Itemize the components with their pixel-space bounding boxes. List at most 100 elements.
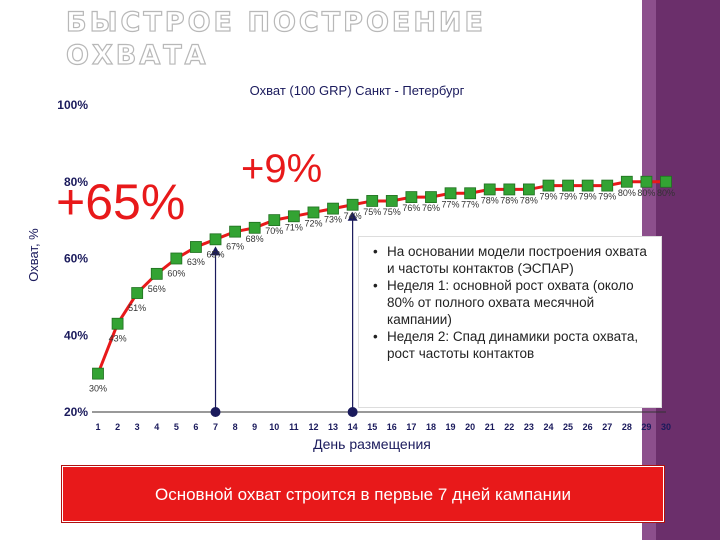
data-label: 75% [383,207,401,217]
x-tick-label: 4 [154,422,159,432]
data-point [444,187,457,200]
data-point [346,198,359,211]
highlight-day-markers [210,211,358,417]
y-tick-label: 60% [64,252,88,266]
x-tick-label: 20 [465,422,475,432]
x-axis-label: День размещения [313,436,431,452]
x-tick-label: 28 [622,422,632,432]
data-point [287,210,300,223]
x-tick-label: 17 [406,422,416,432]
highlight-day-dot [347,407,358,417]
annotation-plus-65: +65% [56,174,185,230]
data-point [92,367,104,380]
data-point [190,241,202,253]
x-tick-label: 8 [233,422,238,432]
data-label: 67% [226,242,244,252]
x-tick-label: 10 [269,422,279,432]
y-tick-label: 20% [64,405,88,419]
summary-banner: Основной охват строится в первые 7 дней … [62,466,664,522]
data-point [425,191,437,204]
data-point [522,183,535,196]
x-tick-label: 16 [387,422,397,432]
x-tick-label: 18 [426,422,436,432]
data-point [464,187,477,200]
data-point [170,252,183,265]
data-label: 73% [324,215,342,225]
data-label: 77% [461,199,479,209]
data-label: 78% [500,195,518,205]
data-label: 43% [109,334,127,344]
data-label: 79% [539,192,557,202]
x-tick-label: 7 [213,422,218,432]
data-point [229,225,242,238]
x-tick-label: 27 [602,422,612,432]
x-tick-label: 11 [289,422,299,432]
data-label: 80% [637,188,655,198]
data-label: 68% [246,234,264,244]
highlight-arrow-head [347,211,358,221]
data-point [660,175,672,188]
chart-ticks: 20%40%60%80%100%1 2 3 4 5 6 7 8 9 10 11 12 13 14 15 16 1… [57,98,671,432]
y-tick-label: 100% [57,98,88,112]
annotation-plus-9: +9% [241,147,322,191]
x-tick-label: 29 [641,422,651,432]
data-label: 79% [598,192,616,202]
data-label: 74% [344,211,362,221]
data-point [385,195,398,207]
data-label: 63% [187,257,205,267]
x-tick-label: 21 [485,422,495,432]
data-point [581,179,594,192]
chart-title: Охват (100 GRP) Санкт - Петербург [250,83,465,98]
data-point [620,175,633,188]
data-point [307,206,320,219]
slide-title: БЫСТРОЕ ПОСТРОЕНИЕ ОХВАТА [65,6,486,71]
data-point [483,183,496,196]
x-tick-label: 2 [115,422,120,432]
data-label: 56% [148,284,166,294]
data-label: 79% [559,192,577,202]
data-labels: 30%43%51%56%60%63%65%67%68%70% 71% 72% 73% 7… [89,188,675,394]
data-label: 79% [579,192,597,202]
data-point [150,267,163,280]
data-point [111,317,124,330]
data-label: 78% [481,195,499,205]
note-item: На основании модели построения охвата и … [373,243,653,277]
data-label: 76% [422,203,440,213]
x-tick-label: 22 [504,422,514,432]
y-tick-label: 40% [64,328,88,342]
data-label: 78% [520,195,538,205]
x-tick-label: 13 [328,422,338,432]
data-point [601,179,614,192]
x-tick-label: 14 [348,422,358,432]
y-tick-label: 80% [64,175,88,189]
x-tick-label: 26 [583,422,593,432]
x-tick-label: 1 [95,422,100,432]
reach-series [92,175,672,380]
x-tick-label: 23 [524,422,534,432]
x-tick-label: 5 [174,422,179,432]
data-point [268,214,281,227]
x-tick-label: 12 [308,422,318,432]
x-tick-label: 6 [193,422,198,432]
data-point [248,221,261,234]
x-tick-label: 24 [543,422,553,432]
data-point [209,233,222,246]
data-label: 30% [89,384,107,394]
x-tick-label: 30 [661,422,671,432]
x-tick-label: 15 [367,422,377,432]
data-point [562,179,574,192]
x-tick-label: 25 [563,422,573,432]
data-point [131,287,144,299]
data-point [542,179,555,192]
data-label: 71% [285,222,303,232]
data-point [366,195,379,207]
data-label: 51% [128,303,146,313]
notes-callout: На основании модели построения охвата и … [358,236,662,408]
data-point [327,202,339,215]
x-tick-label: 3 [135,422,140,432]
data-point [405,191,418,204]
data-label: 72% [304,218,322,228]
data-label: 80% [618,188,636,198]
data-label: 60% [167,269,185,279]
